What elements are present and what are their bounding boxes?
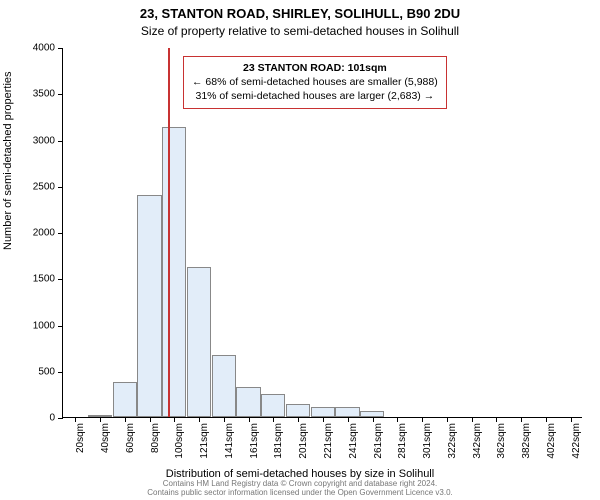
- y-tick-label: 1500: [33, 274, 55, 285]
- x-tick: [273, 417, 274, 422]
- x-tick-label: 161sqm: [249, 423, 260, 459]
- y-tick: [58, 418, 63, 419]
- x-tick: [348, 417, 349, 422]
- x-tick-label: 121sqm: [199, 423, 210, 459]
- histogram-bar: [311, 407, 335, 417]
- x-tick: [224, 417, 225, 422]
- y-tick: [58, 279, 63, 280]
- x-tick-label: 301sqm: [422, 423, 433, 459]
- x-tick-label: 80sqm: [150, 423, 161, 453]
- y-axis-label: Number of semi-detached properties: [2, 71, 14, 250]
- y-tick: [58, 372, 63, 373]
- x-tick: [472, 417, 473, 422]
- y-tick: [58, 141, 63, 142]
- y-tick-label: 2000: [33, 228, 55, 239]
- x-tick-label: 40sqm: [100, 423, 111, 453]
- x-axis-label: Distribution of semi-detached houses by …: [0, 468, 600, 480]
- footer-attribution: Contains HM Land Registry data © Crown c…: [0, 480, 600, 498]
- x-tick: [546, 417, 547, 422]
- x-tick: [174, 417, 175, 422]
- chart-container: 23, STANTON ROAD, SHIRLEY, SOLIHULL, B90…: [0, 0, 600, 500]
- y-tick-label: 3000: [33, 135, 55, 146]
- x-tick: [571, 417, 572, 422]
- x-tick: [397, 417, 398, 422]
- x-tick: [150, 417, 151, 422]
- x-tick: [496, 417, 497, 422]
- footer-line1: Contains HM Land Registry data © Crown c…: [163, 479, 438, 488]
- histogram-bar: [236, 387, 260, 417]
- x-tick: [521, 417, 522, 422]
- plot-area: 23 STANTON ROAD: 101sqm ← 68% of semi-de…: [62, 48, 582, 418]
- y-tick: [58, 326, 63, 327]
- annotation-line2: ← 68% of semi-detached houses are smalle…: [192, 76, 438, 88]
- x-tick: [447, 417, 448, 422]
- x-tick-label: 402sqm: [546, 423, 557, 459]
- annotation-line3: 31% of semi-detached houses are larger (…: [196, 90, 435, 102]
- x-tick-label: 362sqm: [496, 423, 507, 459]
- x-tick-label: 221sqm: [323, 423, 334, 459]
- x-tick: [323, 417, 324, 422]
- y-tick-label: 500: [38, 366, 55, 377]
- histogram-bar: [286, 404, 310, 417]
- x-tick-label: 20sqm: [75, 423, 86, 453]
- histogram-bar: [137, 195, 161, 417]
- histogram-bar: [261, 394, 285, 417]
- x-tick: [75, 417, 76, 422]
- y-tick-label: 2500: [33, 181, 55, 192]
- x-tick-label: 422sqm: [571, 423, 582, 459]
- x-tick-label: 60sqm: [125, 423, 136, 453]
- x-tick: [422, 417, 423, 422]
- histogram-bar: [162, 127, 186, 417]
- histogram-bar: [113, 382, 137, 417]
- footer-line2: Contains public sector information licen…: [147, 488, 453, 497]
- indicator-line: [168, 48, 170, 417]
- x-tick-label: 241sqm: [348, 423, 359, 459]
- annotation-box: 23 STANTON ROAD: 101sqm ← 68% of semi-de…: [183, 56, 447, 109]
- chart-title-main: 23, STANTON ROAD, SHIRLEY, SOLIHULL, B90…: [0, 6, 600, 21]
- y-tick: [58, 94, 63, 95]
- x-tick-label: 201sqm: [298, 423, 309, 459]
- y-tick: [58, 187, 63, 188]
- x-tick: [125, 417, 126, 422]
- x-tick-label: 100sqm: [174, 423, 185, 459]
- chart-title-sub: Size of property relative to semi-detach…: [0, 24, 600, 38]
- x-tick: [199, 417, 200, 422]
- y-tick: [58, 48, 63, 49]
- x-tick: [100, 417, 101, 422]
- x-tick-label: 322sqm: [447, 423, 458, 459]
- x-tick-label: 281sqm: [397, 423, 408, 459]
- y-tick-label: 3500: [33, 89, 55, 100]
- y-tick: [58, 233, 63, 234]
- x-tick: [249, 417, 250, 422]
- x-tick-label: 141sqm: [224, 423, 235, 459]
- x-tick-label: 181sqm: [273, 423, 284, 459]
- x-tick-label: 261sqm: [373, 423, 384, 459]
- x-tick: [298, 417, 299, 422]
- x-tick-label: 342sqm: [472, 423, 483, 459]
- y-tick-label: 0: [49, 413, 55, 424]
- histogram-bar: [212, 355, 236, 417]
- x-tick: [373, 417, 374, 422]
- y-tick-label: 1000: [33, 320, 55, 331]
- annotation-line1: 23 STANTON ROAD: 101sqm: [243, 62, 387, 74]
- y-tick-label: 4000: [33, 43, 55, 54]
- histogram-bar: [187, 267, 211, 417]
- histogram-bar: [335, 407, 359, 417]
- x-tick-label: 382sqm: [521, 423, 532, 459]
